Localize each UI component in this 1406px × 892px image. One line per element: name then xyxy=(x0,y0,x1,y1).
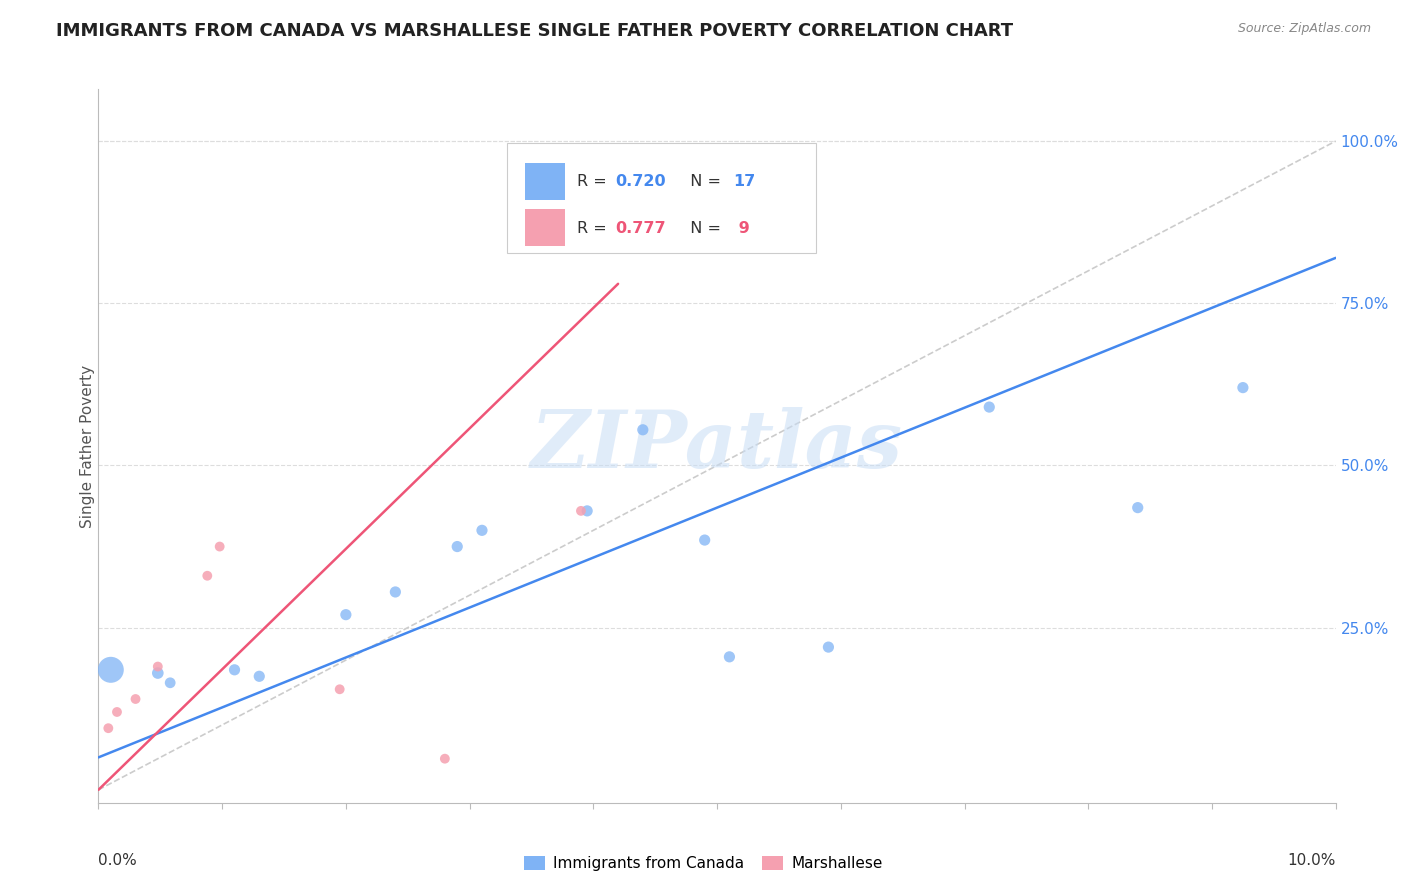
Text: R =: R = xyxy=(578,221,612,235)
Point xyxy=(446,540,468,554)
Point xyxy=(195,568,218,582)
Y-axis label: Single Father Poverty: Single Father Poverty xyxy=(80,365,94,527)
Text: Source: ZipAtlas.com: Source: ZipAtlas.com xyxy=(1237,22,1371,36)
Point xyxy=(208,540,231,554)
Point xyxy=(335,607,357,622)
Point xyxy=(817,640,839,654)
Text: IMMIGRANTS FROM CANADA VS MARSHALLESE SINGLE FATHER POVERTY CORRELATION CHART: IMMIGRANTS FROM CANADA VS MARSHALLESE SI… xyxy=(56,22,1014,40)
Point xyxy=(146,666,169,681)
Point xyxy=(569,504,592,518)
Point xyxy=(979,400,1001,414)
Text: N =: N = xyxy=(681,175,725,189)
FancyBboxPatch shape xyxy=(506,143,815,253)
Point xyxy=(433,752,456,766)
Point xyxy=(124,692,146,706)
Point xyxy=(384,585,406,599)
Text: N =: N = xyxy=(681,221,725,235)
Point xyxy=(1126,500,1149,515)
Text: 0.720: 0.720 xyxy=(616,175,666,189)
Text: 0.777: 0.777 xyxy=(616,221,666,235)
Point xyxy=(97,721,120,735)
Legend: Immigrants from Canada, Marshallese: Immigrants from Canada, Marshallese xyxy=(517,849,889,877)
Point xyxy=(105,705,128,719)
Text: 0.0%: 0.0% xyxy=(98,853,138,868)
Point xyxy=(576,504,599,518)
Text: 9: 9 xyxy=(733,221,749,235)
FancyBboxPatch shape xyxy=(526,209,565,246)
Point xyxy=(159,675,181,690)
Point xyxy=(247,669,270,683)
Point xyxy=(718,649,741,664)
Text: 17: 17 xyxy=(733,175,755,189)
Point xyxy=(693,533,716,547)
Point xyxy=(146,659,169,673)
Point xyxy=(471,524,494,538)
Point xyxy=(329,682,352,697)
Point xyxy=(224,663,246,677)
Text: 10.0%: 10.0% xyxy=(1288,853,1336,868)
FancyBboxPatch shape xyxy=(526,162,565,200)
Point xyxy=(100,663,122,677)
Point xyxy=(1232,381,1254,395)
Point xyxy=(631,423,654,437)
Text: R =: R = xyxy=(578,175,612,189)
Text: ZIPatlas: ZIPatlas xyxy=(531,408,903,484)
